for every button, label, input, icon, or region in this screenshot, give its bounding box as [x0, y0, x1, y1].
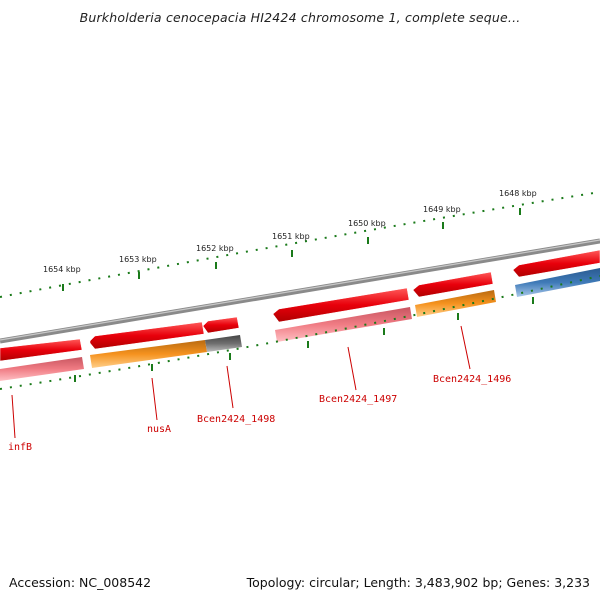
accession-text: Accession: NC_008542: [9, 575, 152, 590]
cds-bar: [415, 290, 496, 317]
scale-label: 1654 kbp: [43, 265, 81, 274]
gene-arrow: [0, 338, 83, 362]
gene-label: Bcen2424_1496: [433, 374, 511, 385]
gene-label: Bcen2424_1498: [197, 414, 275, 425]
gene-arrow: [89, 321, 205, 350]
leader-line: [226, 365, 234, 409]
topology-text: Topology: circular; Length: 3,483,902 bp…: [246, 575, 590, 590]
cds-bar: [515, 268, 600, 297]
cds-bar: [90, 340, 207, 368]
cds-row: [0, 268, 600, 381]
gene-arrow: [512, 249, 600, 278]
gene-leaders: [11, 325, 471, 439]
leader-line: [151, 377, 158, 421]
chromosome-backbone: [0, 238, 600, 344]
outer-scale-ring: [0, 191, 600, 298]
gene-row: [0, 249, 600, 362]
gene-label: infB: [8, 442, 32, 453]
leader-line: [347, 346, 357, 391]
scale-label: 1651 kbp: [272, 232, 310, 241]
cds-bar: [275, 307, 412, 342]
leader-line: [460, 325, 471, 370]
cds-bar: [0, 357, 84, 381]
scale-label: 1649 kbp: [423, 205, 461, 214]
scale-label: 1653 kbp: [119, 255, 157, 264]
gene-label: Bcen2424_1497: [319, 394, 397, 405]
outer-major-ticks: [62, 208, 521, 291]
gene-arrow: [202, 316, 240, 334]
scale-label: 1652 kbp: [196, 244, 234, 253]
cds-bar: [205, 335, 242, 352]
inner-major-ticks: [74, 297, 534, 382]
gene-arrow: [412, 271, 494, 298]
leader-line: [11, 394, 16, 439]
gene-label: nusA: [147, 424, 171, 435]
scale-label: 1648 kbp: [499, 189, 537, 198]
scale-label: 1650 kbp: [348, 219, 386, 228]
map-title: Burkholderia cenocepacia HI2424 chromoso…: [79, 10, 521, 25]
gene-arrow: [272, 287, 410, 323]
